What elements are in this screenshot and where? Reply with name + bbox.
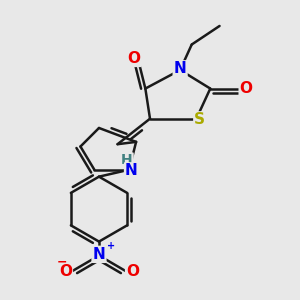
Text: −: −: [57, 256, 67, 269]
Text: N: N: [174, 61, 187, 76]
Text: O: O: [127, 51, 140, 66]
Text: S: S: [194, 112, 205, 128]
Text: O: O: [126, 264, 139, 279]
Text: O: O: [240, 81, 253, 96]
Text: O: O: [59, 264, 72, 279]
Text: +: +: [106, 241, 115, 251]
Text: N: N: [93, 247, 105, 262]
Text: N: N: [125, 164, 138, 178]
Text: H: H: [121, 153, 133, 167]
